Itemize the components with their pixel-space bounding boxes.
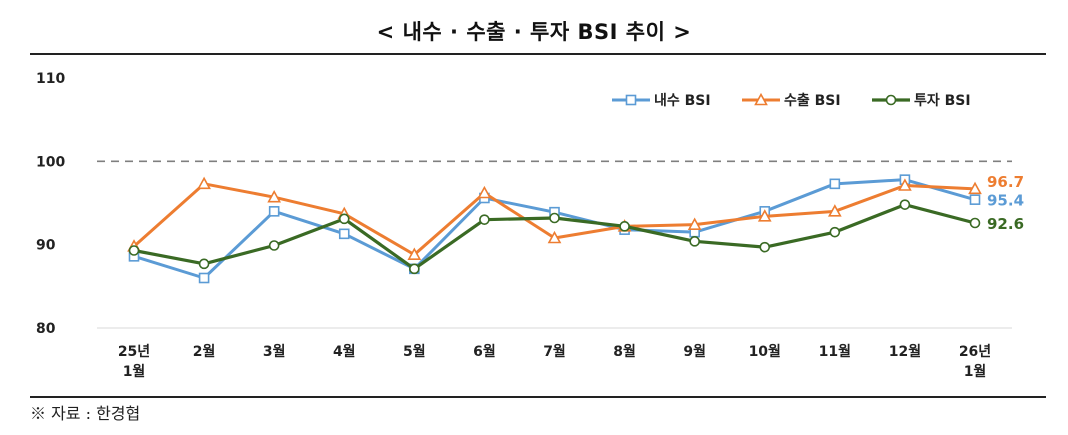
x-tick-label: 6월 xyxy=(473,343,496,360)
data-point xyxy=(619,221,630,232)
y-tick-label: 90 xyxy=(36,238,56,254)
x-tick-label: 4월 xyxy=(333,343,356,360)
legend-item-3: 투자 BSI xyxy=(872,93,971,109)
x-tick-label: 25년 1월 xyxy=(118,344,150,380)
data-point xyxy=(197,176,211,190)
data-point xyxy=(969,217,981,229)
x-tick-label: 7월 xyxy=(543,343,566,360)
x-tick-label: 8월 xyxy=(613,343,636,360)
data-point xyxy=(899,199,911,210)
data-point xyxy=(479,214,490,225)
data-point xyxy=(267,190,282,203)
data-point xyxy=(128,245,140,256)
end-value-label: 96.7 xyxy=(987,173,1024,191)
legend-marker xyxy=(885,94,897,106)
data-point xyxy=(268,240,280,251)
chart-legend: 내수 BSI 수출 BSI 투자 BSI xyxy=(612,92,971,109)
legend-marker xyxy=(754,92,768,106)
data-point xyxy=(829,226,841,238)
legend-label: 투자 BSI xyxy=(914,93,971,109)
data-point xyxy=(407,247,422,260)
data-point xyxy=(757,209,772,222)
y-tick-label: 100 xyxy=(36,154,65,170)
data-point xyxy=(968,181,982,195)
x-tick-label: 2월 xyxy=(193,343,216,360)
x-tick-label: 9월 xyxy=(683,343,706,360)
series-2: 96.7 xyxy=(127,173,1024,260)
data-point xyxy=(687,217,702,230)
end-value-label: 95.4 xyxy=(987,192,1024,210)
data-point xyxy=(969,194,981,205)
end-value-label: 92.6 xyxy=(987,215,1024,233)
legend-marker xyxy=(625,94,637,106)
legend-label: 내수 BSI xyxy=(654,93,711,109)
data-point xyxy=(689,236,700,247)
series-3: 92.6 xyxy=(128,199,1024,275)
data-point xyxy=(547,230,562,244)
data-point xyxy=(827,204,842,217)
chart-axes: 80 90 100 110 25년 1월 2월 3월 4월 5월 6월 7월 8월 9월 10월 11월 12월… xyxy=(36,71,1012,380)
bottom-rule xyxy=(30,396,1046,398)
data-point xyxy=(409,263,420,275)
y-tick-label: 80 xyxy=(36,321,56,337)
x-tick-label: 26년 1월 xyxy=(959,344,991,380)
data-point xyxy=(759,241,771,253)
legend-label: 수출 BSI xyxy=(784,92,841,109)
data-point xyxy=(477,185,492,199)
data-point xyxy=(198,272,210,284)
x-tick-label: 10월 xyxy=(749,343,781,360)
source-note: ※ 자료 : 한경협 xyxy=(30,404,141,423)
data-point xyxy=(898,178,912,191)
chart-series: 95.496.7 92.6 xyxy=(127,173,1024,284)
data-point xyxy=(268,206,280,217)
data-point xyxy=(338,228,350,240)
x-tick-label: 11월 xyxy=(819,343,851,360)
legend-item-2: 수출 BSI xyxy=(742,92,841,109)
top-rule xyxy=(30,53,1046,55)
x-tick-label: 5월 xyxy=(403,343,426,360)
x-tick-label: 3월 xyxy=(263,343,286,360)
data-point xyxy=(338,213,350,225)
data-point xyxy=(549,212,560,224)
chart-title: < 내수 · 수출 · 투자 BSI 추이 > xyxy=(376,20,692,44)
legend-item-1: 내수 BSI xyxy=(612,93,711,109)
data-point xyxy=(198,258,210,270)
data-point xyxy=(829,178,841,190)
y-tick-label: 110 xyxy=(36,71,65,87)
x-tick-label: 12월 xyxy=(889,343,921,360)
